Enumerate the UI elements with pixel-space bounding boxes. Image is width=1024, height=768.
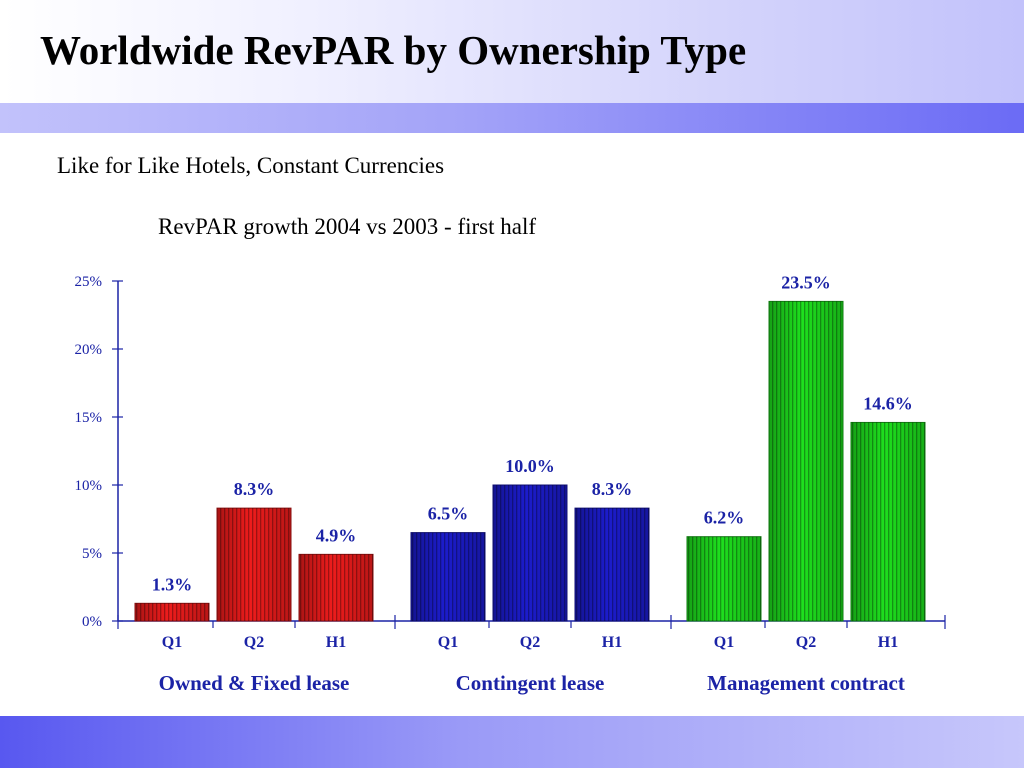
bar-texture — [769, 301, 843, 621]
page-subtitle: Like for Like Hotels, Constant Currencie… — [57, 153, 445, 178]
y-tick-label: 25% — [75, 274, 103, 290]
group-label: Contingent lease — [456, 671, 605, 695]
bar-texture — [217, 508, 291, 621]
bar-texture — [493, 485, 567, 621]
bar-value-label: 23.5% — [781, 272, 831, 292]
y-tick-label: 0% — [82, 614, 102, 630]
bar-value-label: 6.5% — [428, 504, 469, 524]
x-category-label: H1 — [326, 634, 346, 651]
title-band — [2, 0, 1024, 103]
footer-band — [0, 716, 1024, 768]
bar-value-label: 6.2% — [704, 508, 745, 528]
x-category-label: Q2 — [796, 634, 816, 651]
chart-labels: 1.3% Q1 8.3% Q2 4.9% H1 Owned & Fixed lease 6.5… — [152, 272, 913, 695]
x-category-label: Q1 — [162, 634, 182, 651]
bar-value-label: 10.0% — [505, 456, 555, 476]
y-tick-label: 5% — [82, 546, 102, 562]
y-tick-label: 20% — [75, 342, 103, 358]
x-category-label: Q1 — [714, 634, 734, 651]
group-label: Owned & Fixed lease — [159, 671, 350, 695]
y-tick-label: 15% — [75, 410, 103, 426]
page-title: Worldwide RevPAR by Ownership Type — [40, 27, 747, 73]
revpar-bar-chart: 0% 5% 10% 15% 20% 25% 1.3% Q1 8.3% Q2 4.9% H1 Owned… — [75, 272, 946, 695]
x-category-label: H1 — [602, 634, 622, 651]
header-stripe — [0, 103, 1024, 133]
group-label: Management contract — [707, 671, 905, 695]
bar-texture — [687, 536, 761, 621]
x-category-label: H1 — [878, 634, 898, 651]
chart-bars — [134, 300, 926, 622]
x-category-label: Q2 — [244, 634, 264, 651]
bar-texture — [851, 422, 925, 621]
bar-value-label: 8.3% — [592, 479, 633, 499]
x-category-label: Q2 — [520, 634, 540, 651]
x-category-label: Q1 — [438, 634, 458, 651]
bar-texture — [411, 532, 485, 621]
header-banner: Worldwide RevPAR by Ownership Type — [0, 0, 1024, 133]
bar-value-label: 8.3% — [234, 479, 275, 499]
bar-texture — [299, 554, 373, 621]
chart-title: RevPAR growth 2004 vs 2003 - first half — [158, 214, 537, 239]
bar-value-label: 4.9% — [316, 525, 357, 545]
bar-value-label: 14.6% — [863, 393, 913, 413]
bar-texture — [135, 603, 209, 621]
y-tick-label: 10% — [75, 478, 103, 494]
bar-texture — [575, 508, 649, 621]
bar-value-label: 1.3% — [152, 574, 193, 594]
